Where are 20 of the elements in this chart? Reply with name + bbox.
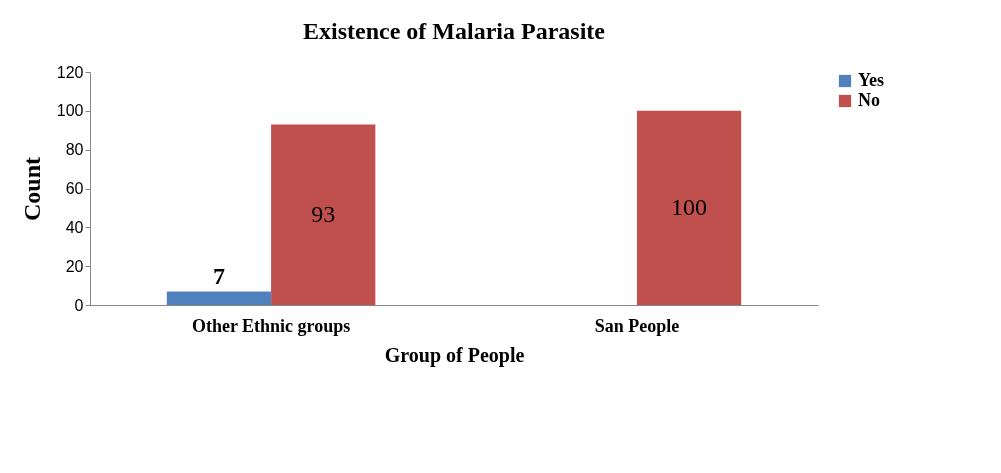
bar [166, 291, 272, 305]
y-tick-label: 80 [65, 141, 84, 159]
bar [271, 124, 376, 305]
y-tick-label: 0 [74, 296, 84, 314]
y-axis-title: Count [18, 156, 45, 222]
legend-label: Yes [858, 70, 884, 90]
x-tick-label: Other Ethnic groups [191, 315, 351, 336]
y-tick-label: 100 [56, 102, 84, 120]
y-tick-label: 40 [65, 218, 84, 236]
data-label: 100 [671, 193, 708, 220]
data-label: 7 [212, 263, 225, 290]
bar [636, 110, 742, 305]
x-axis-title: Group of People [384, 343, 525, 367]
chart-title: Existence of Malaria Parasite [303, 18, 606, 44]
y-tick-label: 20 [65, 257, 84, 275]
x-tick-label: San People [594, 315, 680, 336]
data-label: 93 [311, 200, 336, 227]
y-tick-label: 60 [65, 180, 84, 197]
y-tick-label: 120 [56, 63, 84, 81]
legend-label: No [858, 90, 880, 110]
